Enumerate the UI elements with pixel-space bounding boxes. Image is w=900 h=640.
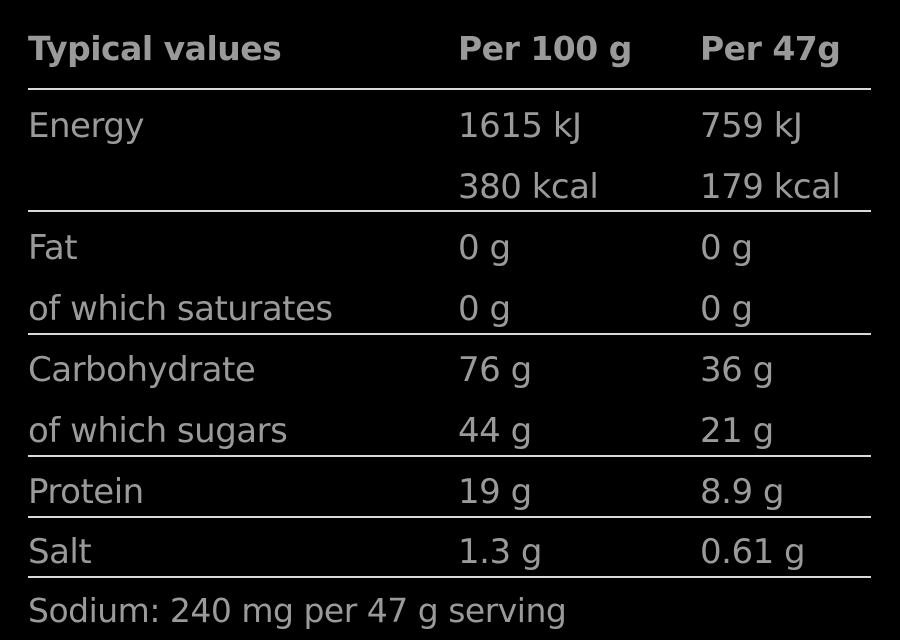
- divider: [28, 516, 871, 518]
- divider: [28, 576, 871, 578]
- row-per-serving: 8.9 g: [700, 472, 784, 512]
- divider: [28, 455, 871, 457]
- row-per-serving: 21 g: [700, 411, 774, 451]
- row-label: Energy: [28, 106, 145, 146]
- row-per-serving: 0 g: [700, 289, 753, 329]
- row-per-serving: 0.61 g: [700, 532, 806, 572]
- row-per-100g: 1.3 g: [458, 532, 542, 572]
- row-per-serving: 179 kcal: [700, 167, 841, 207]
- row-label: Protein: [28, 472, 144, 512]
- row-per-100g: 0 g: [458, 228, 511, 268]
- row-label: Salt: [28, 532, 92, 572]
- header-per-100g: Per 100 g: [458, 29, 632, 68]
- row-label: Carbohydrate: [28, 350, 256, 390]
- header-per-serving: Per 47g: [700, 29, 841, 68]
- divider: [28, 88, 871, 90]
- row-per-100g: 76 g: [458, 350, 532, 390]
- divider: [28, 333, 871, 335]
- row-label: of which saturates: [28, 289, 333, 329]
- row-per-100g: 1615 kJ: [458, 106, 582, 146]
- row-per-serving: 0 g: [700, 228, 753, 268]
- divider: [28, 210, 871, 212]
- row-per-100g: 380 kcal: [458, 167, 599, 207]
- sodium-footnote: Sodium: 240 mg per 47 g serving: [28, 591, 567, 630]
- row-per-100g: 19 g: [458, 472, 532, 512]
- row-per-100g: 0 g: [458, 289, 511, 329]
- row-label: Fat: [28, 228, 78, 268]
- row-per-serving: 36 g: [700, 350, 774, 390]
- row-label: of which sugars: [28, 411, 288, 451]
- row-per-serving: 759 kJ: [700, 106, 803, 146]
- row-per-100g: 44 g: [458, 411, 532, 451]
- header-label: Typical values: [28, 29, 282, 68]
